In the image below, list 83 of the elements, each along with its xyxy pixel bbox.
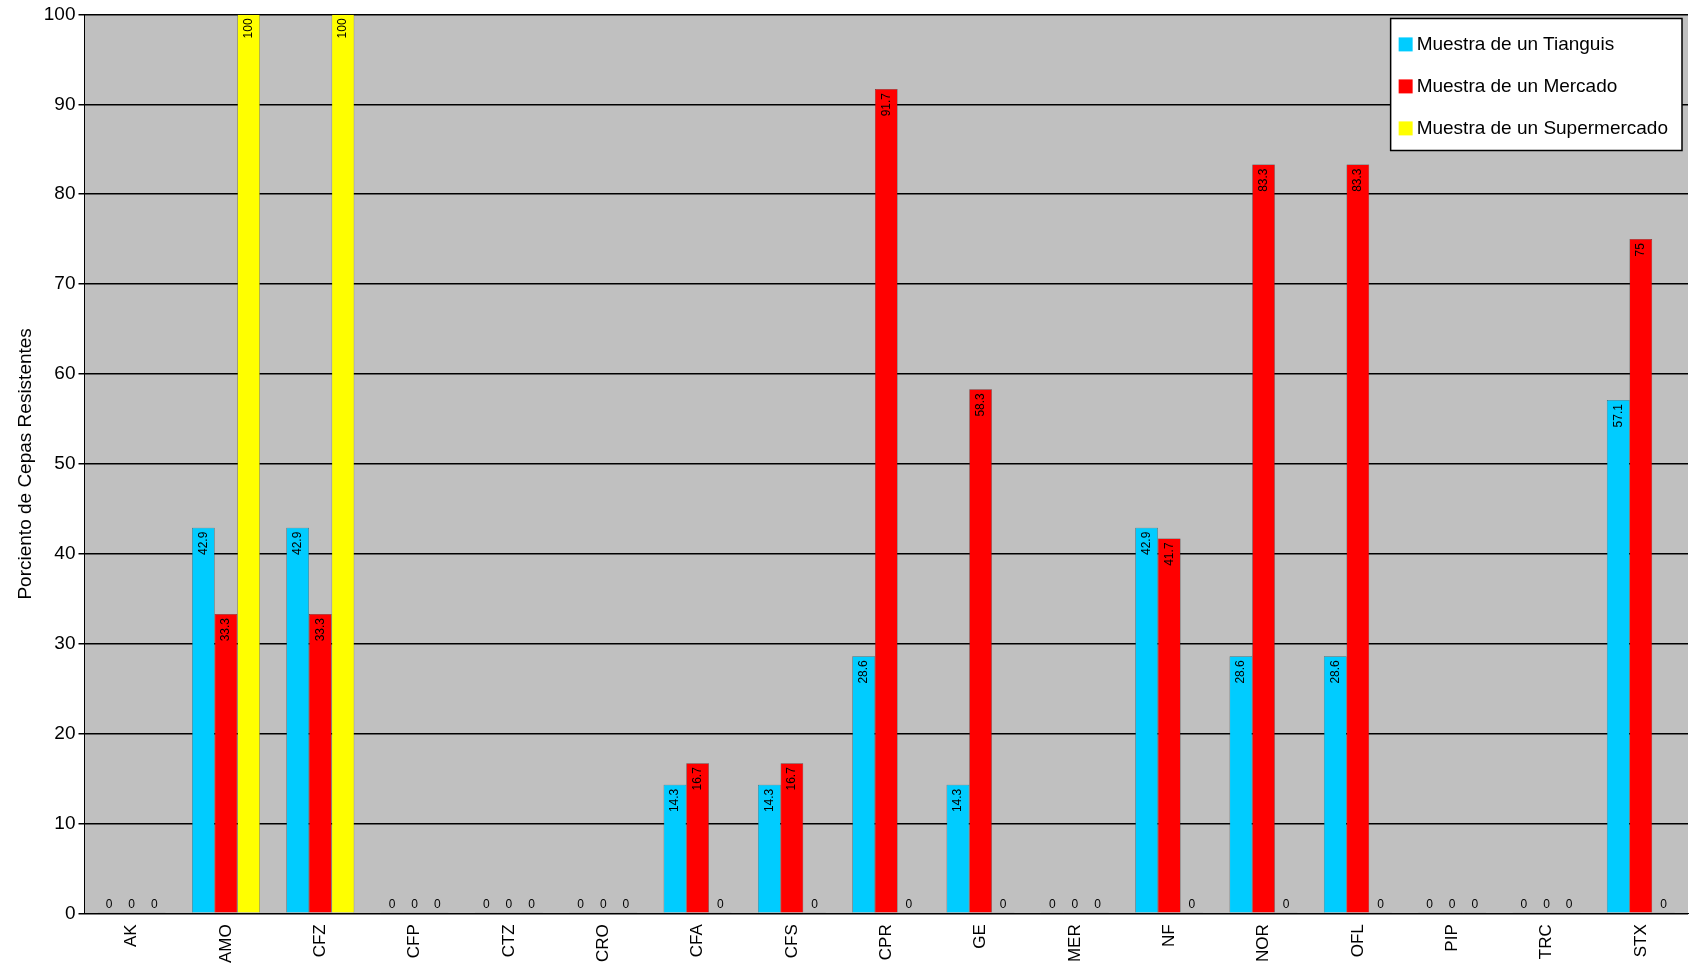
x-tick-label: STX (1630, 924, 1650, 958)
x-tick-label: CRO (592, 924, 612, 963)
x-tick-label: MER (1064, 924, 1084, 963)
x-tick-label: CFA (687, 923, 707, 958)
x-tick-label: NOR (1253, 924, 1273, 963)
data-label: 14.3 (761, 788, 776, 813)
x-tick-label: AK (121, 923, 141, 947)
data-label: 28.6 (1327, 659, 1342, 684)
data-label: 91.7 (878, 92, 893, 117)
data-label: 58.3 (972, 392, 987, 417)
x-tick-label: AMO (215, 924, 235, 964)
data-label: 0 (388, 896, 396, 911)
y-tick-label: 20 (54, 721, 76, 743)
data-label: 0 (905, 896, 913, 911)
data-label: 0 (1071, 896, 1079, 911)
data-label: 42.9 (289, 531, 304, 556)
x-tick-label: NF (1158, 924, 1178, 947)
data-label: 14.3 (950, 788, 965, 813)
data-label: 0 (716, 896, 724, 911)
y-tick-label: 70 (54, 272, 76, 294)
data-label: 0 (1565, 896, 1573, 911)
y-tick-label: 100 (43, 2, 76, 24)
y-tick-label: 30 (54, 631, 76, 653)
data-label: 0 (622, 896, 630, 911)
data-label: 42.9 (195, 531, 210, 556)
data-label: 0 (1282, 896, 1290, 911)
data-label: 0 (1426, 896, 1434, 911)
data-label: 0 (1448, 896, 1456, 911)
x-tick-label: CFZ (310, 924, 329, 958)
data-label: 83.3 (1350, 168, 1365, 192)
data-label: 83.3 (1255, 168, 1270, 192)
data-label: 0 (1188, 896, 1196, 911)
data-label: 0 (1377, 896, 1385, 911)
y-axis-title: Porciento de Cepas Resistentes (13, 328, 35, 600)
data-label: 0 (1048, 896, 1056, 911)
data-label: 28.6 (1233, 659, 1248, 684)
data-label: 0 (1471, 896, 1479, 911)
data-label: 0 (411, 896, 419, 911)
data-label: 0 (150, 896, 158, 911)
x-tick-label: PIP (1441, 924, 1461, 952)
y-tick-label: 80 (54, 182, 76, 204)
data-label: 16.7 (689, 766, 704, 791)
data-label: 100 (240, 18, 255, 39)
data-label: 57.1 (1610, 403, 1625, 428)
data-label: 0 (1520, 896, 1528, 911)
y-tick-label: 90 (54, 92, 76, 114)
y-tick-label: 40 (54, 541, 76, 563)
data-label: 0 (811, 896, 819, 911)
data-label: 14.3 (667, 788, 682, 813)
data-label: 41.7 (1161, 542, 1176, 566)
x-tick-label: CTZ (498, 924, 518, 958)
data-label: 0 (999, 896, 1007, 911)
data-label: 0 (1094, 896, 1102, 911)
data-label: 0 (433, 896, 441, 911)
data-label: 28.6 (855, 659, 870, 684)
legend-label: Muestra de un Mercado (1416, 74, 1618, 96)
legend-label: Muestra de un Tianguis (1416, 32, 1615, 54)
data-label: 0 (1543, 896, 1551, 911)
data-label: 0 (1660, 896, 1668, 911)
y-tick-label: 50 (54, 452, 76, 474)
data-label: 16.7 (784, 766, 799, 791)
data-label: 75 (1633, 242, 1648, 257)
data-label: 0 (528, 896, 536, 911)
data-label: 42.9 (1138, 531, 1153, 556)
data-label: 33.3 (312, 617, 327, 642)
legend-label: Muestra de un Supermercado (1416, 116, 1669, 138)
x-tick-label: OFL (1347, 924, 1367, 958)
x-tick-label: TRC (1536, 924, 1556, 960)
data-label: 0 (105, 896, 113, 911)
x-tick-label: CFS (781, 924, 801, 959)
data-label: 0 (482, 896, 490, 911)
data-label: 0 (577, 896, 585, 911)
y-tick-label: 0 (64, 901, 76, 923)
y-tick-label: 10 (54, 811, 76, 833)
y-tick-label: 60 (54, 362, 76, 384)
data-label: 0 (599, 896, 607, 911)
data-label: 0 (128, 896, 136, 911)
data-label: 0 (505, 896, 513, 911)
data-label: 33.3 (218, 617, 233, 642)
data-label: 100 (335, 18, 350, 39)
x-tick-label: GE (970, 924, 990, 949)
x-tick-label: CFP (404, 924, 424, 959)
x-tick-label: CPR (875, 924, 895, 961)
